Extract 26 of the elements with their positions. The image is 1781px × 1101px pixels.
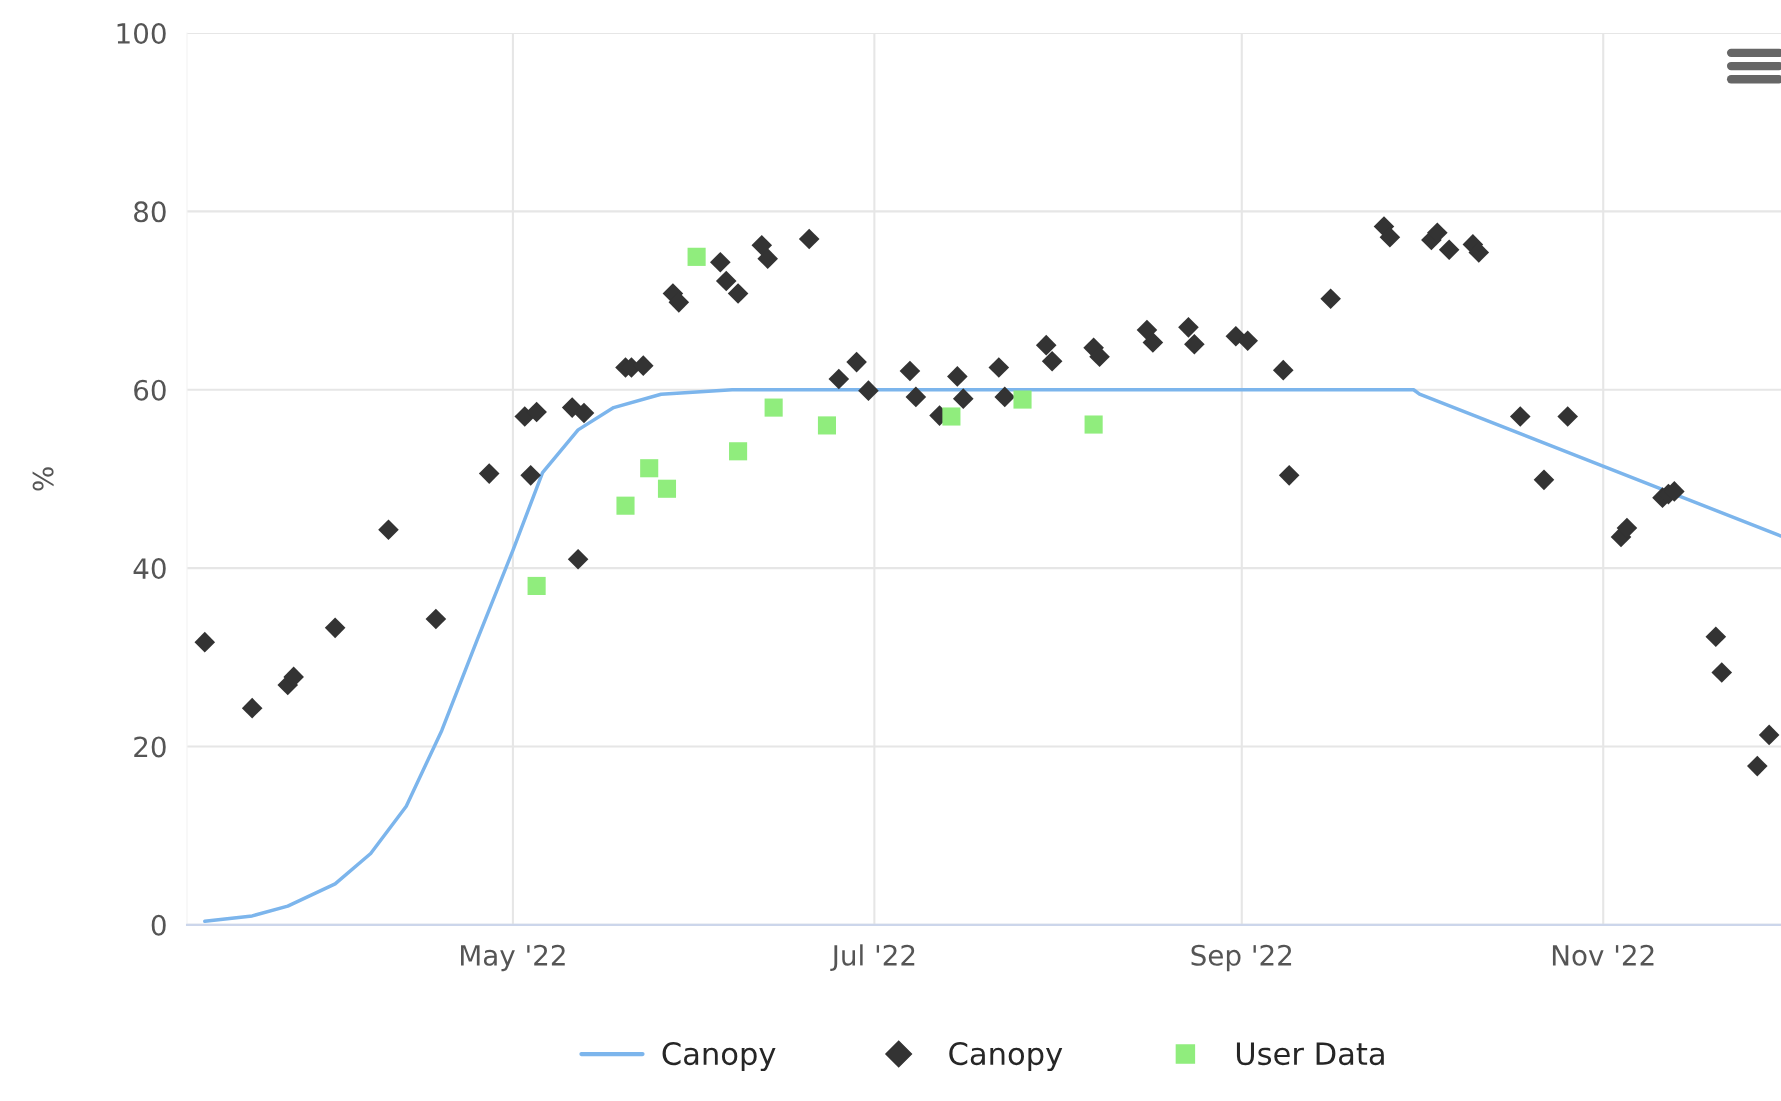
point <box>527 576 546 596</box>
x-tick-label: Sep '22 <box>1191 944 1292 972</box>
x-tick-label: Jul '22 <box>830 944 915 971</box>
legend-label: Canopy <box>949 1042 1063 1072</box>
y-tick-label: 80 <box>134 201 166 223</box>
y-tick-label: 40 <box>133 558 166 580</box>
y-tick-label: 20 <box>134 736 166 758</box>
y-tick-label: 60 <box>134 379 166 401</box>
line-series <box>203 388 1781 924</box>
legend-label: Canopy <box>662 1042 776 1072</box>
y-tick-label: 100 <box>117 22 166 44</box>
point <box>764 398 783 417</box>
point <box>640 459 659 478</box>
point <box>687 247 706 266</box>
x-tick-label: May '22 <box>461 944 565 972</box>
x-tick-label: Nov '22 <box>1552 944 1654 966</box>
y-tick-label: 0 <box>151 914 166 936</box>
point <box>1084 415 1103 434</box>
point <box>616 496 635 515</box>
point <box>657 479 677 498</box>
point <box>1013 390 1032 409</box>
point <box>942 407 961 426</box>
legend-label: User Data <box>1236 1042 1384 1066</box>
point <box>729 442 748 461</box>
point <box>817 416 837 435</box>
y-axis-title: % <box>32 467 54 491</box>
